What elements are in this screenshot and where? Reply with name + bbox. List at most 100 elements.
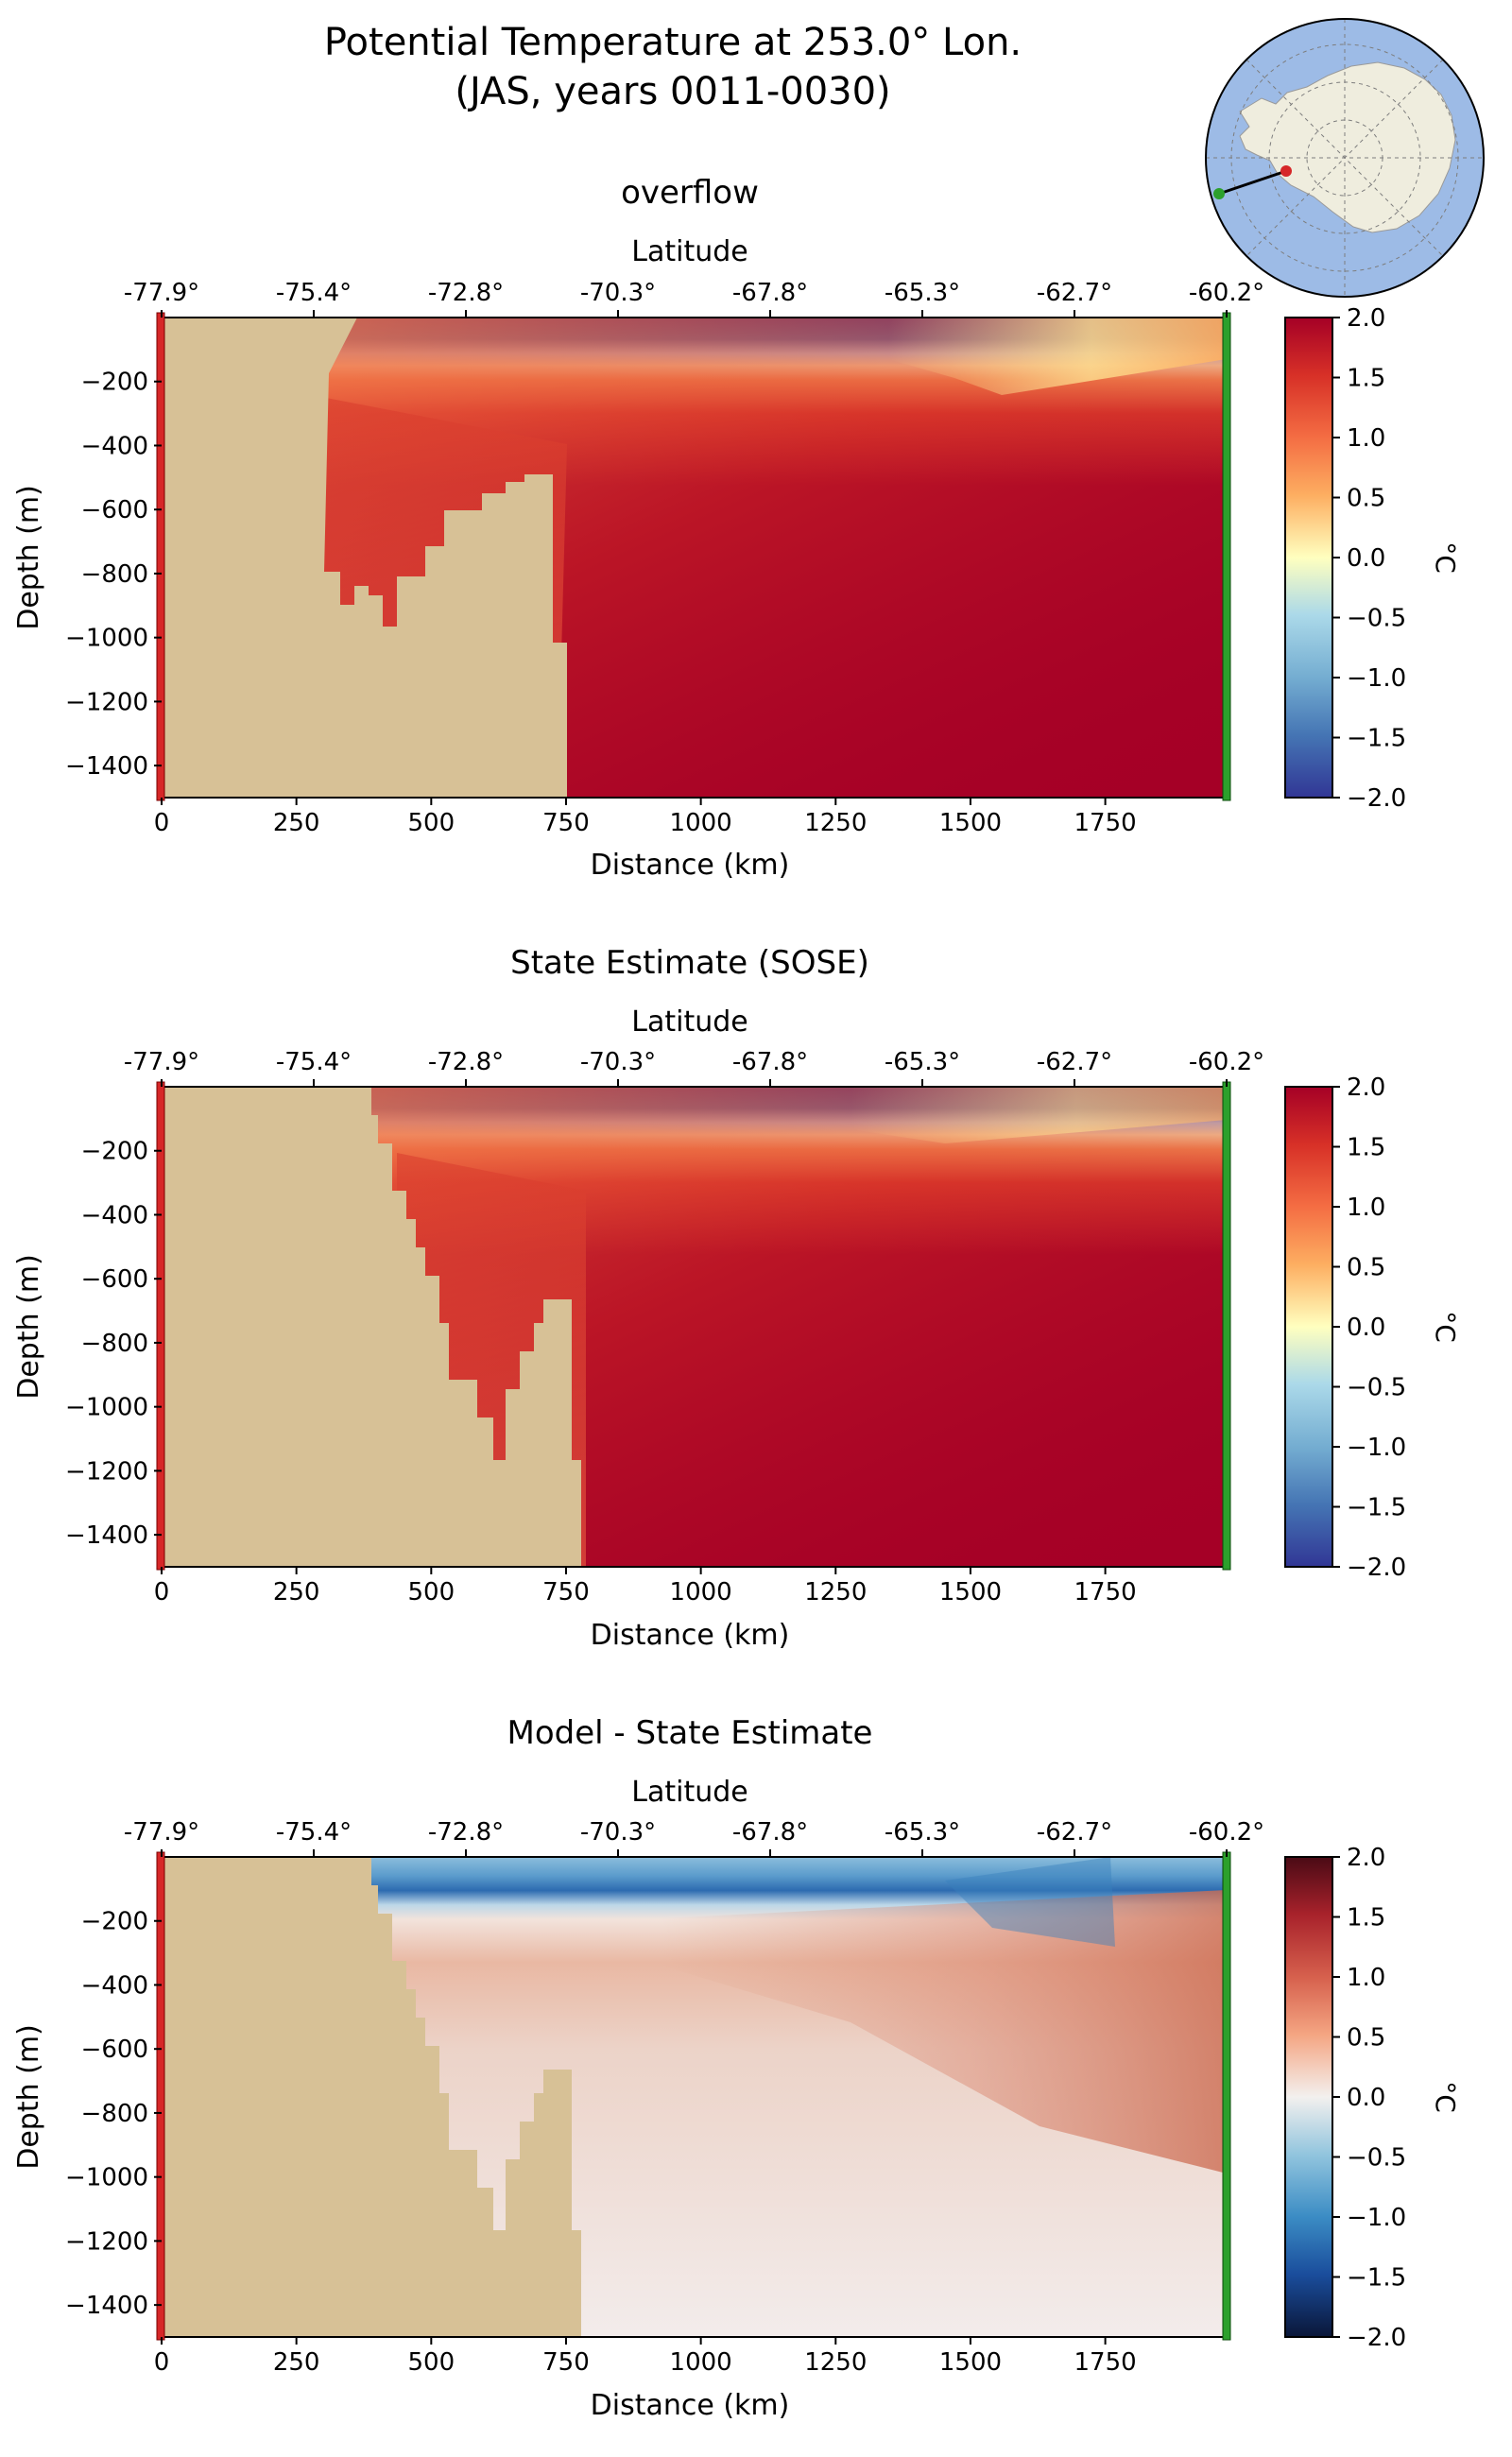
y-tick-label: −1200 (65, 1457, 148, 1486)
axes-ticks: 0 250 500 750 1000 1250 1500 1750 −200 −400 −600 −8… (65, 1818, 1264, 2377)
x-tick-label: 250 (273, 1578, 320, 1606)
x-tick-label: 1250 (804, 2348, 867, 2377)
latitude-tick-label: -70.3° (580, 1818, 656, 1847)
y-tick-label: −1400 (65, 752, 148, 781)
section-start-marker (1280, 165, 1292, 177)
colorbar-tick-label: −2.0 (1347, 784, 1406, 813)
y-tick-label: −400 (81, 432, 148, 460)
panel-difference: Model - State Estimate Latitude 0 250 500 7… (12, 1714, 1461, 2422)
y-axis-label: Depth (m) (12, 485, 45, 630)
y-tick-label: −400 (81, 1971, 148, 2000)
colorbar-tick-label: −0.5 (1347, 1374, 1406, 1402)
y-tick-label: −800 (81, 2100, 148, 2128)
section-start-bar (156, 1081, 165, 1571)
x-tick-label: 750 (542, 2348, 590, 2377)
colorbar-label: °C (1430, 1311, 1461, 1343)
x-tick-label: 1750 (1074, 2348, 1137, 2377)
y-tick-label: −400 (81, 1201, 148, 1229)
colorbar-tick-label: −2.0 (1347, 1554, 1406, 1582)
latitude-tick-label: -60.2° (1189, 1818, 1264, 1847)
figure-title-line2: (JAS, years 0011-0030) (455, 70, 890, 113)
latitude-tick-label: -77.9° (124, 1048, 199, 1076)
colorbar (1284, 317, 1333, 799)
colorbar-tick-label: 2.0 (1347, 1844, 1385, 1872)
heatmap-field (162, 1857, 1227, 2337)
latitude-tick-label: -62.7° (1037, 1818, 1112, 1847)
x-tick-label: 0 (154, 1578, 170, 1606)
latitude-tick-label: -72.8° (428, 279, 504, 307)
latitude-tick-label: -67.8° (732, 1048, 808, 1076)
x-tick-label: 500 (407, 1578, 455, 1606)
x-tick-label: 1000 (670, 809, 732, 837)
colorbar-label: °C (1430, 541, 1461, 574)
colorbar-tick-label: −1.5 (1347, 725, 1406, 753)
panel-title: overflow (621, 174, 759, 212)
colorbar-tick-label: 2.0 (1347, 304, 1385, 333)
eastern-warm-surface (888, 318, 1227, 395)
colorbar (1284, 1856, 1333, 2338)
y-tick-label: −800 (81, 560, 148, 589)
x-tick-label: 1250 (804, 809, 867, 837)
x-axis-label: Distance (km) (591, 1619, 790, 1652)
colorbar-tick-label: 0.0 (1347, 2084, 1385, 2112)
colorbar-tick-label: 1.0 (1347, 424, 1385, 453)
x-tick-label: 1750 (1074, 1578, 1137, 1606)
latitude-tick-label: -75.4° (276, 1818, 352, 1847)
y-tick-label: −1200 (65, 688, 148, 716)
axes-ticks: 0 250 500 750 1000 1250 1500 1750 −200 −400 −600 −8… (65, 279, 1264, 837)
y-tick-label: −1200 (65, 2227, 148, 2256)
top-axis-label: Latitude (631, 1776, 747, 1809)
colorbar-tick-label: −1.0 (1347, 2204, 1406, 2232)
seafloor (162, 1087, 581, 1567)
x-tick-label: 0 (154, 2348, 170, 2377)
x-tick-label: 250 (273, 2348, 320, 2377)
colorbar-tick-label: 1.5 (1347, 1904, 1385, 1933)
latitude-tick-label: -62.7° (1037, 279, 1112, 307)
eastern-warm-surface (850, 1087, 1227, 1143)
x-tick-label: 500 (407, 2348, 455, 2377)
y-tick-label: −600 (81, 1265, 148, 1294)
x-tick-label: 1250 (804, 1578, 867, 1606)
section-end-marker (1213, 188, 1225, 199)
x-tick-label: 750 (542, 1578, 590, 1606)
seafloor (162, 1857, 581, 2337)
latitude-tick-label: -70.3° (580, 1048, 656, 1076)
y-axis-label: Depth (m) (12, 2024, 45, 2170)
colorbar-tick-label: −1.5 (1347, 1494, 1406, 1522)
seafloor (162, 318, 567, 798)
latitude-tick-label: -67.8° (732, 279, 808, 307)
colorbar-tick-label: 1.0 (1347, 1194, 1385, 1222)
x-tick-label: 1500 (939, 2348, 1002, 2377)
y-tick-label: −600 (81, 496, 148, 524)
colorbar-tick-label: −0.5 (1347, 2144, 1406, 2173)
latitude-tick-label: -65.3° (885, 279, 960, 307)
latitude-tick-label: -65.3° (885, 1818, 960, 1847)
x-axis-label: Distance (km) (591, 849, 790, 882)
latitude-tick-label: -65.3° (885, 1048, 960, 1076)
top-axis-label: Latitude (631, 235, 747, 268)
panel-state-estimate: State Estimate (SOSE) Latitude 0 250 500 75… (12, 944, 1461, 1652)
y-tick-label: −600 (81, 2036, 148, 2064)
colorbar-tick-label: −1.0 (1347, 1434, 1406, 1462)
axes-ticks: 0 250 500 750 1000 1250 1500 1750 −200 −400 −600 −8… (65, 1048, 1264, 1606)
y-tick-label: −1400 (65, 1521, 148, 1550)
colorbar-ticks: 2.0 1.5 1.0 0.5 0.0 −0.5 −1.0 −1.5 −2.0 (1332, 304, 1406, 813)
colorbar-tick-label: 1.5 (1347, 365, 1385, 393)
x-tick-label: 1000 (670, 2348, 732, 2377)
negative-anomaly (945, 1857, 1115, 1947)
x-tick-label: 1750 (1074, 809, 1137, 837)
panel-overflow: overflow Latitude 0 250 500 750 1000 1250 1500… (12, 174, 1461, 882)
section-end-bar (1222, 1081, 1231, 1571)
colorbar-tick-label: 1.0 (1347, 1964, 1385, 1992)
inset-map (1205, 18, 1485, 298)
inset-border (1205, 18, 1485, 298)
x-tick-label: 1500 (939, 1578, 1002, 1606)
colorbar-tick-label: 0.5 (1347, 2024, 1385, 2053)
latitude-tick-label: -62.7° (1037, 1048, 1112, 1076)
y-tick-label: −1000 (65, 625, 148, 653)
colorbar-ticks: 2.0 1.5 1.0 0.5 0.0 −0.5 −1.0 −1.5 −2.0 (1332, 1074, 1406, 1582)
x-tick-label: 250 (273, 809, 320, 837)
colorbar-tick-label: 0.5 (1347, 485, 1385, 513)
panel-title: State Estimate (SOSE) (510, 944, 869, 982)
